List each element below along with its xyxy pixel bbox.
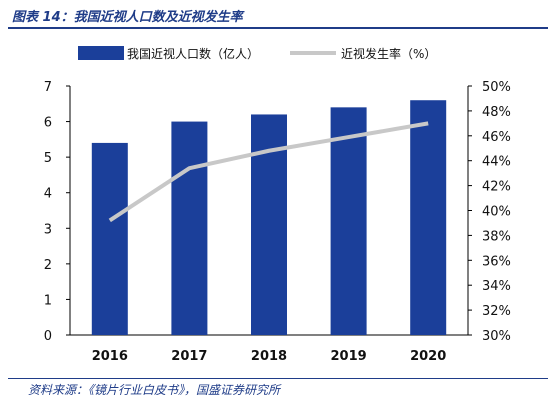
right-tick-label: 48% (482, 105, 511, 120)
legend: 我国近视人口数（亿人） 近视发生率（%） (78, 46, 436, 61)
left-tick-label: 1 (44, 293, 52, 308)
bar-2016 (91, 142, 128, 335)
tick-labels: 0 1 2 3 4 5 6 7 30% 32% 34% 36% 38% 40% 42% 44% 46% 48% 50… (44, 80, 511, 364)
right-tick-label: 46% (482, 130, 511, 145)
right-tick-label: 40% (482, 205, 511, 220)
left-tick-label: 6 (44, 116, 52, 131)
right-tick-label: 30% (482, 329, 511, 344)
left-tick-label: 7 (44, 80, 52, 95)
x-tick-label: 2016 (92, 349, 128, 364)
x-tick-label: 2017 (171, 349, 207, 364)
bar-2020 (410, 100, 447, 335)
right-tick-label: 44% (482, 155, 511, 170)
rate-series-line (108, 121, 429, 223)
bars (91, 100, 447, 335)
x-tick-label: 2019 (331, 349, 367, 364)
title-divider (8, 27, 548, 29)
left-tick-label: 0 (44, 329, 52, 344)
right-tick-label: 34% (482, 279, 511, 294)
right-tick-label: 50% (482, 80, 511, 95)
legend-swatch-population (78, 46, 124, 60)
right-tick-label: 38% (482, 229, 511, 244)
legend-label-rate: 近视发生率（%） (341, 46, 436, 61)
left-tick-label: 2 (44, 258, 52, 273)
bar-2019 (330, 107, 367, 335)
left-tick-label: 4 (44, 187, 52, 202)
left-tick-label: 3 (44, 222, 52, 237)
right-tick-label: 32% (482, 304, 511, 319)
right-tick-label: 42% (482, 180, 511, 195)
legend-label-population: 我国近视人口数（亿人） (127, 46, 259, 61)
rate-line (108, 121, 429, 223)
figure-title: 图表 14：我国近视人口数及近视发生率 (12, 10, 243, 25)
right-tick-label: 36% (482, 254, 511, 269)
bar-2017 (171, 121, 208, 335)
source-divider (8, 378, 548, 379)
source-note: 资料来源：《镜片行业白皮书》，国盛证券研究所 (28, 383, 281, 397)
x-tick-label: 2020 (410, 349, 446, 364)
x-tick-label: 2018 (251, 349, 287, 364)
left-tick-label: 5 (44, 151, 52, 166)
